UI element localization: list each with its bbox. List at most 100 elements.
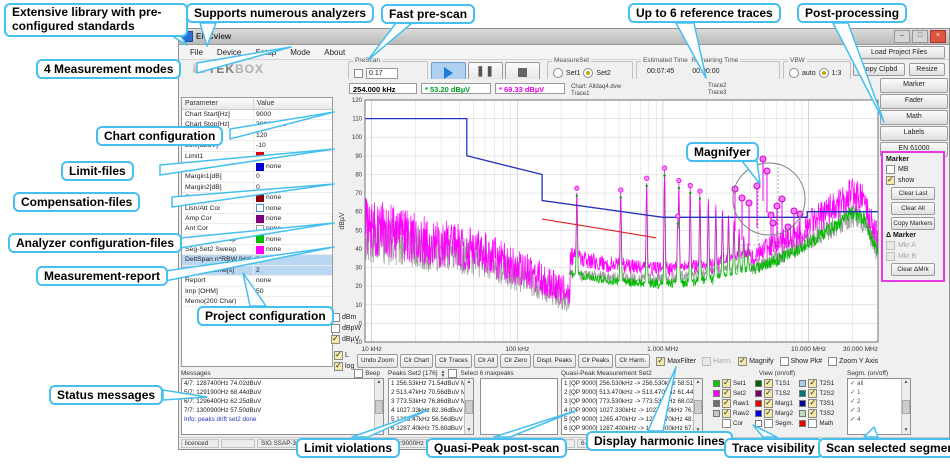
list-item[interactable]: 4/7: 1287400Hz 74.02dBuV <box>184 380 262 387</box>
param-row[interactable]: Amp Cor none <box>182 213 332 225</box>
list-item[interactable]: 3 [QP 9000] 773.530kHz -> 773.530kHz 68.… <box>564 398 703 405</box>
t2s2-visibility-checkbox[interactable] <box>808 388 818 398</box>
set1-visibility-checkbox[interactable] <box>722 378 731 388</box>
t2s1-visibility-checkbox[interactable] <box>808 378 818 388</box>
delta-mkr-b-checkbox[interactable] <box>886 252 895 261</box>
harm--checkbox[interactable] <box>702 356 712 366</box>
list-item[interactable]: 5 [QP 9000] 1265.470kHz -> 1278.570kHz 4… <box>564 416 703 423</box>
menu-item-file[interactable]: File <box>190 47 203 57</box>
list-item[interactable]: 6/7: 1296400Hz 62.25dBuV <box>184 398 262 405</box>
segment-item[interactable]: ✓ 2 <box>850 398 861 405</box>
prescan-time-input[interactable]: 0.17 <box>366 68 398 79</box>
close-button[interactable]: × <box>930 30 946 43</box>
sidebar-button-marker[interactable]: Marker <box>880 78 948 93</box>
clear-last-button[interactable]: Clear Last <box>891 187 935 200</box>
select-maxpeaks-checkbox[interactable] <box>448 369 458 378</box>
segment-item[interactable]: ✓ 1 <box>850 389 861 396</box>
param-row[interactable]: Margin2[dB] 0 <box>182 182 332 194</box>
show-pk--checkbox[interactable] <box>779 356 789 366</box>
menu-item-about[interactable]: About <box>324 47 346 57</box>
qp-scrollbar[interactable]: ▲ ▼ <box>693 379 702 434</box>
magnify-checkbox[interactable] <box>738 356 748 366</box>
peaks-list[interactable]: 1 256.53kHz 71.54dBuV Margin -10.29dB 2 5… <box>388 378 474 435</box>
list-item[interactable]: 7/7: 1300900Hz 57.50dBuV <box>184 407 262 414</box>
list-item[interactable]: 1 [QP 9000] 256.530kHz -> 256.530kHz 58.… <box>564 380 703 387</box>
t3s1-visibility-checkbox[interactable] <box>808 398 818 408</box>
segm--visibility-checkbox[interactable] <box>764 419 774 428</box>
displ-peaks-button[interactable]: Displ. Peaks <box>533 354 577 368</box>
clr-traces-button[interactable]: Clr Traces <box>435 354 472 368</box>
param-row[interactable]: Imp [OHM] 50 <box>182 286 332 298</box>
t1s2-visibility-checkbox[interactable] <box>764 388 774 398</box>
clr-peaks-button[interactable]: Clr Peaks <box>578 354 614 368</box>
list-item[interactable]: 2 513.47kHz 70.56dBuV Margin -14.56dB <box>391 389 473 396</box>
menu-item-setup[interactable]: Setup <box>255 47 277 57</box>
list-item[interactable]: 2 [QP 9000] 513.470kHz -> 513.470kHz 61.… <box>564 389 703 396</box>
sidebar-button-math[interactable]: Math <box>880 110 948 125</box>
clear-delta-marker-button[interactable]: Clear ΔMrk <box>891 263 935 276</box>
log-checkbox[interactable] <box>334 361 343 371</box>
segment-item[interactable]: ✓ all <box>850 380 864 387</box>
menu-item-device[interactable]: Device <box>216 47 242 57</box>
raw2-visibility-checkbox[interactable] <box>722 408 731 418</box>
list-item[interactable]: Info: peaks drift set2 done <box>184 416 257 423</box>
param-row[interactable]: Cable Cor none <box>182 193 332 204</box>
param-row[interactable]: Margin1[dB] 0 <box>182 172 332 183</box>
list-item[interactable]: 5/7: 1291900Hz 68.44dBuV <box>184 389 262 396</box>
cor-visibility-checkbox[interactable] <box>722 419 731 428</box>
clr-all-button[interactable]: Clr All <box>473 354 499 368</box>
list-item[interactable]: 5 1265.47kHz 56.56dBuV Margin -0.56dB <box>391 416 473 423</box>
clr-harm--button[interactable]: Clr Harm. <box>615 354 651 368</box>
messages-scrollbar[interactable]: ▲ ▼ <box>374 379 383 434</box>
beep-checkbox[interactable] <box>354 369 364 378</box>
param-row[interactable]: Ant Cor none <box>182 224 332 235</box>
title-bar[interactable]: EMCview – □ × <box>179 29 949 45</box>
segment-item[interactable]: ✓ 3 <box>850 407 861 414</box>
segments-list[interactable]: ✓ all ✓ 1 ✓ 2 ✓ 3 ✓ 4 ▲ ▼ <box>847 378 911 435</box>
sidebar-button-labels[interactable]: Labels <box>880 126 948 141</box>
peaks-scrollbar[interactable]: ▲ ▼ <box>464 379 473 434</box>
copy-markers-button[interactable]: Copy Markers <box>891 217 935 230</box>
raw1-visibility-checkbox[interactable] <box>722 398 731 408</box>
param-row[interactable]: Limit1 none <box>182 151 332 162</box>
t3s2-visibility-checkbox[interactable] <box>808 408 818 418</box>
param-row[interactable]: Lisn/Att Cor none <box>182 203 332 214</box>
list-item[interactable]: 6 [QP 9000] 1287.400kHz -> 1287.400kHz 6… <box>564 425 703 432</box>
L-checkbox[interactable] <box>334 350 343 360</box>
param-row[interactable]: QP dwell time[s] 2 <box>182 265 332 277</box>
param-row[interactable]: Chart Start[Hz] 9000 <box>182 110 332 121</box>
param-row[interactable]: Seg-Set1 Sweep none <box>182 234 332 246</box>
clr-chart-button[interactable]: Clr Chart <box>399 354 434 368</box>
set1-radio[interactable] <box>553 68 563 78</box>
load-project-files-button[interactable]: Load Project Files <box>853 46 945 59</box>
list-item[interactable]: 6 1287.40kHz 75.60dBuV Margin -19.60dB <box>391 425 473 432</box>
segment-item[interactable]: ✓ 4 <box>850 416 861 423</box>
marg2-visibility-checkbox[interactable] <box>764 408 774 418</box>
clear-all-button[interactable]: Clear All <box>891 202 935 215</box>
t1s1-visibility-checkbox[interactable] <box>764 378 774 388</box>
marker-mb-checkbox[interactable] <box>886 165 895 174</box>
maxpeaks-list[interactable] <box>480 378 558 435</box>
maximize-button[interactable]: □ <box>912 30 928 43</box>
undo-zoom-button[interactable]: Undo Zoom <box>357 354 398 368</box>
clr-zero-button[interactable]: Clr Zero <box>500 354 532 368</box>
minimize-button[interactable]: – <box>894 30 910 43</box>
peaks-spinner[interactable]: ▲ ▼ <box>440 368 446 379</box>
marg1-visibility-checkbox[interactable] <box>764 398 774 408</box>
zoom-y-axis-checkbox[interactable] <box>828 356 838 366</box>
marker-show-checkbox[interactable] <box>886 175 895 185</box>
resize-button[interactable]: Resize <box>909 63 945 76</box>
sidebar-button-fader[interactable]: Fader <box>880 94 948 109</box>
param-row[interactable]: Limit2 none <box>182 161 332 173</box>
prescan-checkbox[interactable] <box>354 69 363 78</box>
set2-radio[interactable] <box>583 68 594 78</box>
messages-list[interactable]: 4/7: 1287400Hz 74.02dBuV 5/7: 1291900Hz 6… <box>181 378 384 435</box>
segments-scrollbar[interactable]: ▲ ▼ <box>901 379 910 434</box>
param-row[interactable]: Seg-Set2 Sweep none <box>182 245 332 256</box>
delta-mkr-a-checkbox[interactable] <box>886 241 895 250</box>
list-item[interactable]: 3 773.53kHz 76.86dBuV Margin -20.86dB <box>391 398 473 405</box>
vbw-13-radio[interactable] <box>818 68 829 78</box>
vbw-auto-radio[interactable] <box>789 68 799 78</box>
maxfilter-checkbox[interactable] <box>656 356 666 366</box>
dBµV-checkbox[interactable] <box>331 334 340 344</box>
